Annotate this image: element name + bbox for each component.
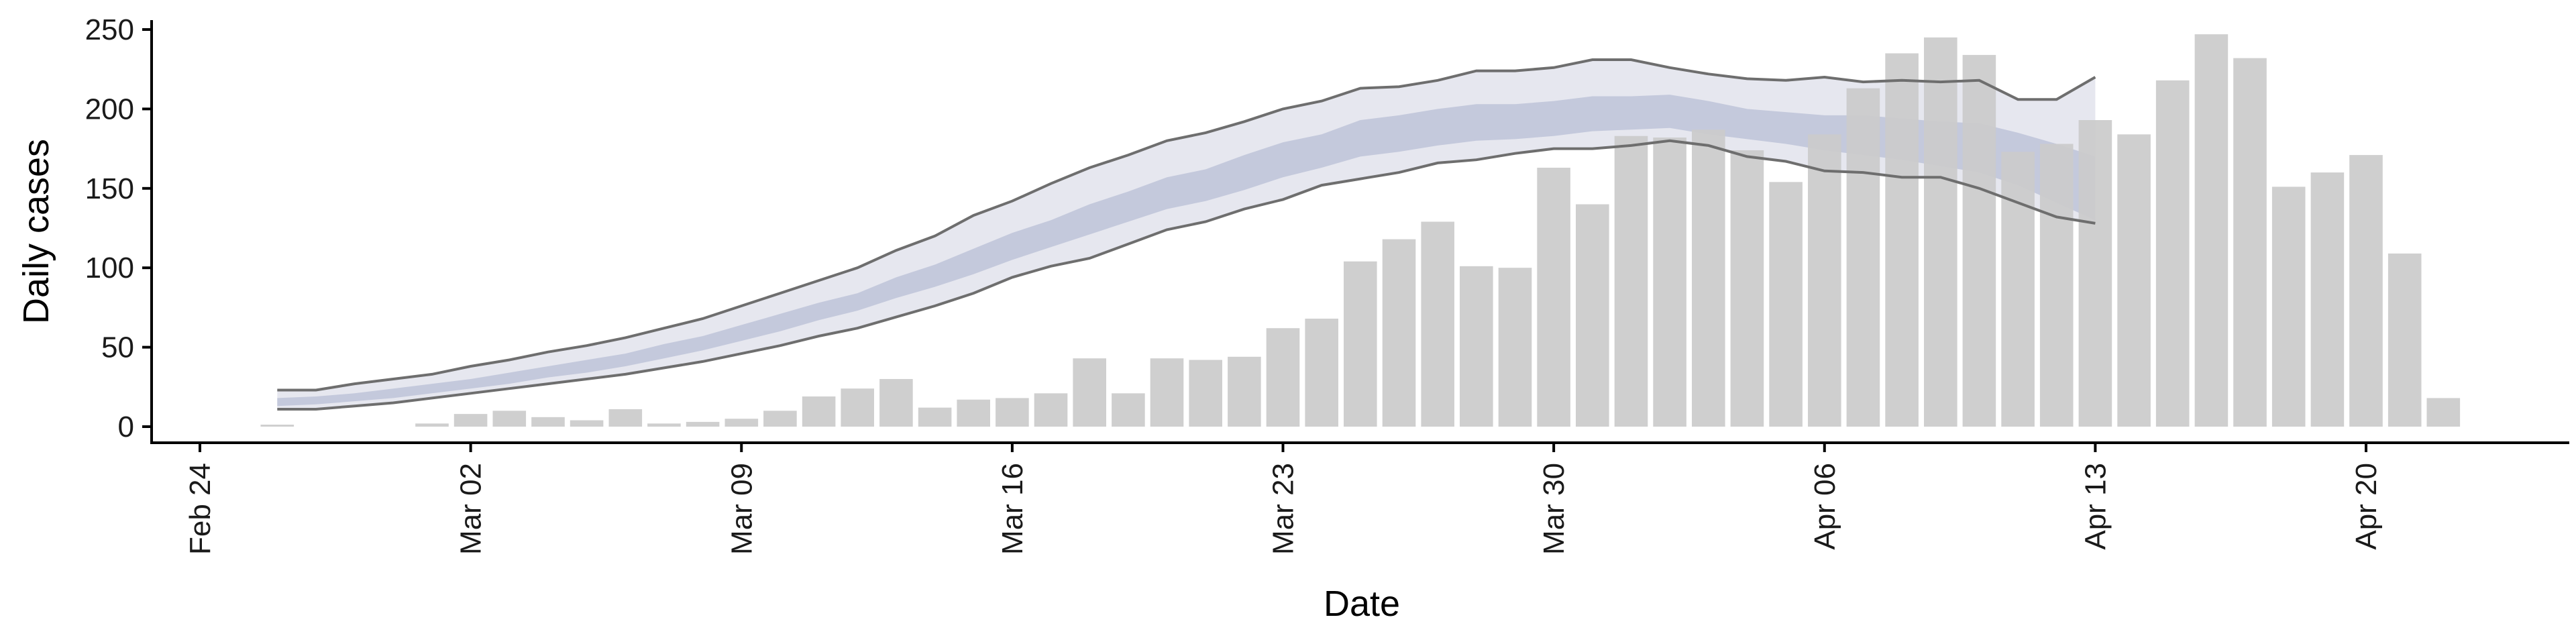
bar-2020-02-26 [260, 425, 294, 427]
bar-2020-03-29 [1498, 268, 1532, 427]
axes: 0 50 100 150 200 250 Feb 24 Mar 02 Mar 09 Mar 16… [85, 13, 2569, 555]
y-tick-label-0: 0 [118, 411, 134, 443]
bar-2020-04-01 [1614, 136, 1648, 427]
bar-2020-03-09 [724, 419, 759, 427]
bar-2020-04-13 [2078, 120, 2112, 427]
outer-interval-band [277, 60, 2096, 409]
bar-2020-03-16 [996, 398, 1029, 427]
bar-2020-04-06 [1808, 134, 1841, 427]
bar-2020-03-30 [1537, 168, 1570, 427]
y-tick-label-150: 150 [85, 172, 134, 205]
daily-case-bars [260, 34, 2461, 427]
y-axis-ticks: 0 50 100 150 200 250 [85, 13, 152, 443]
bar-2020-03-28 [1460, 266, 1493, 427]
y-axis-title: Daily cases [16, 139, 56, 324]
y-tick-label-50: 50 [101, 331, 134, 364]
x-tick-label-2020-02-24: Feb 24 [184, 463, 217, 555]
x-tick-label-2020-03-30: Mar 30 [1538, 463, 1570, 555]
bar-2020-03-12 [841, 388, 874, 427]
lower-interval-line [277, 139, 2096, 411]
bar-2020-03-13 [879, 379, 913, 427]
bar-2020-04-19 [2310, 172, 2345, 427]
bar-2020-03-24 [1305, 319, 1338, 427]
bar-2020-04-08 [1885, 53, 1919, 427]
bar-2020-04-09 [1924, 37, 1957, 427]
bar-2020-04-04 [1730, 150, 1764, 427]
x-tick-label-2020-03-02: Mar 02 [455, 463, 488, 555]
x-axis-title: Date [1324, 584, 1400, 624]
bar-2020-04-15 [2155, 80, 2190, 427]
bar-2020-04-20 [2349, 155, 2383, 427]
bar-2020-03-27 [1421, 221, 1454, 427]
bar-2020-03-18 [1073, 358, 1106, 427]
x-tick-label-2020-03-16: Mar 16 [996, 463, 1029, 555]
x-tick-label-2020-04-20: Apr 20 [2350, 463, 2383, 550]
y-tick-label-200: 200 [85, 93, 134, 125]
bar-2020-03-05 [570, 420, 604, 427]
bar-2020-03-19 [1112, 393, 1145, 427]
bar-2020-03-26 [1382, 239, 1416, 427]
x-tick-label-2020-03-23: Mar 23 [1267, 463, 1300, 555]
bar-2020-03-17 [1034, 393, 1068, 427]
bar-2020-03-06 [608, 409, 643, 427]
bar-2020-03-15 [957, 399, 990, 427]
bar-2020-03-02 [453, 414, 488, 427]
y-tick-label-100: 100 [85, 252, 134, 284]
bar-2020-04-11 [2001, 152, 2035, 427]
bar-2020-04-21 [2387, 253, 2422, 427]
forecast-interval-lines [277, 58, 2096, 411]
bar-2020-03-03 [492, 411, 527, 427]
bar-2020-03-01 [415, 423, 449, 427]
bar-2020-03-04 [531, 417, 565, 427]
bar-2020-04-05 [1769, 182, 1803, 427]
bar-2020-03-08 [686, 421, 720, 427]
bar-2020-04-12 [2039, 144, 2074, 427]
bar-2020-04-16 [2194, 34, 2229, 427]
bar-2020-04-18 [2271, 186, 2306, 427]
bar-2020-04-14 [2117, 134, 2151, 427]
bar-2020-03-31 [1576, 204, 1609, 427]
bar-2020-04-10 [1962, 54, 1996, 427]
bar-2020-04-02 [1653, 138, 1686, 427]
upper-interval-line [277, 58, 2096, 392]
bar-2020-03-20 [1150, 358, 1184, 427]
bar-2020-04-07 [1846, 88, 1880, 427]
x-axis-ticks: Feb 24 Mar 02 Mar 09 Mar 16 Mar 23 Mar 30 Apr … [184, 443, 2383, 555]
bar-2020-03-11 [802, 396, 836, 427]
bar-2020-03-21 [1189, 360, 1222, 427]
bar-2020-04-22 [2426, 398, 2461, 427]
bar-2020-03-07 [647, 423, 681, 427]
x-tick-label-2020-03-09: Mar 09 [725, 463, 758, 555]
bar-2020-03-23 [1266, 328, 1300, 427]
bar-2020-04-03 [1692, 129, 1725, 427]
bar-2020-03-25 [1344, 261, 1377, 427]
inner-interval-band [277, 95, 2096, 407]
bar-2020-03-14 [918, 407, 952, 427]
bar-2020-04-17 [2233, 58, 2267, 427]
y-tick-label-250: 250 [85, 13, 134, 46]
x-tick-label-2020-04-13: Apr 13 [2079, 463, 2112, 550]
x-tick-label-2020-04-06: Apr 06 [1809, 463, 1841, 550]
bar-2020-03-22 [1228, 356, 1261, 427]
forecast-bands [277, 60, 2096, 409]
bar-2020-03-10 [763, 411, 797, 427]
